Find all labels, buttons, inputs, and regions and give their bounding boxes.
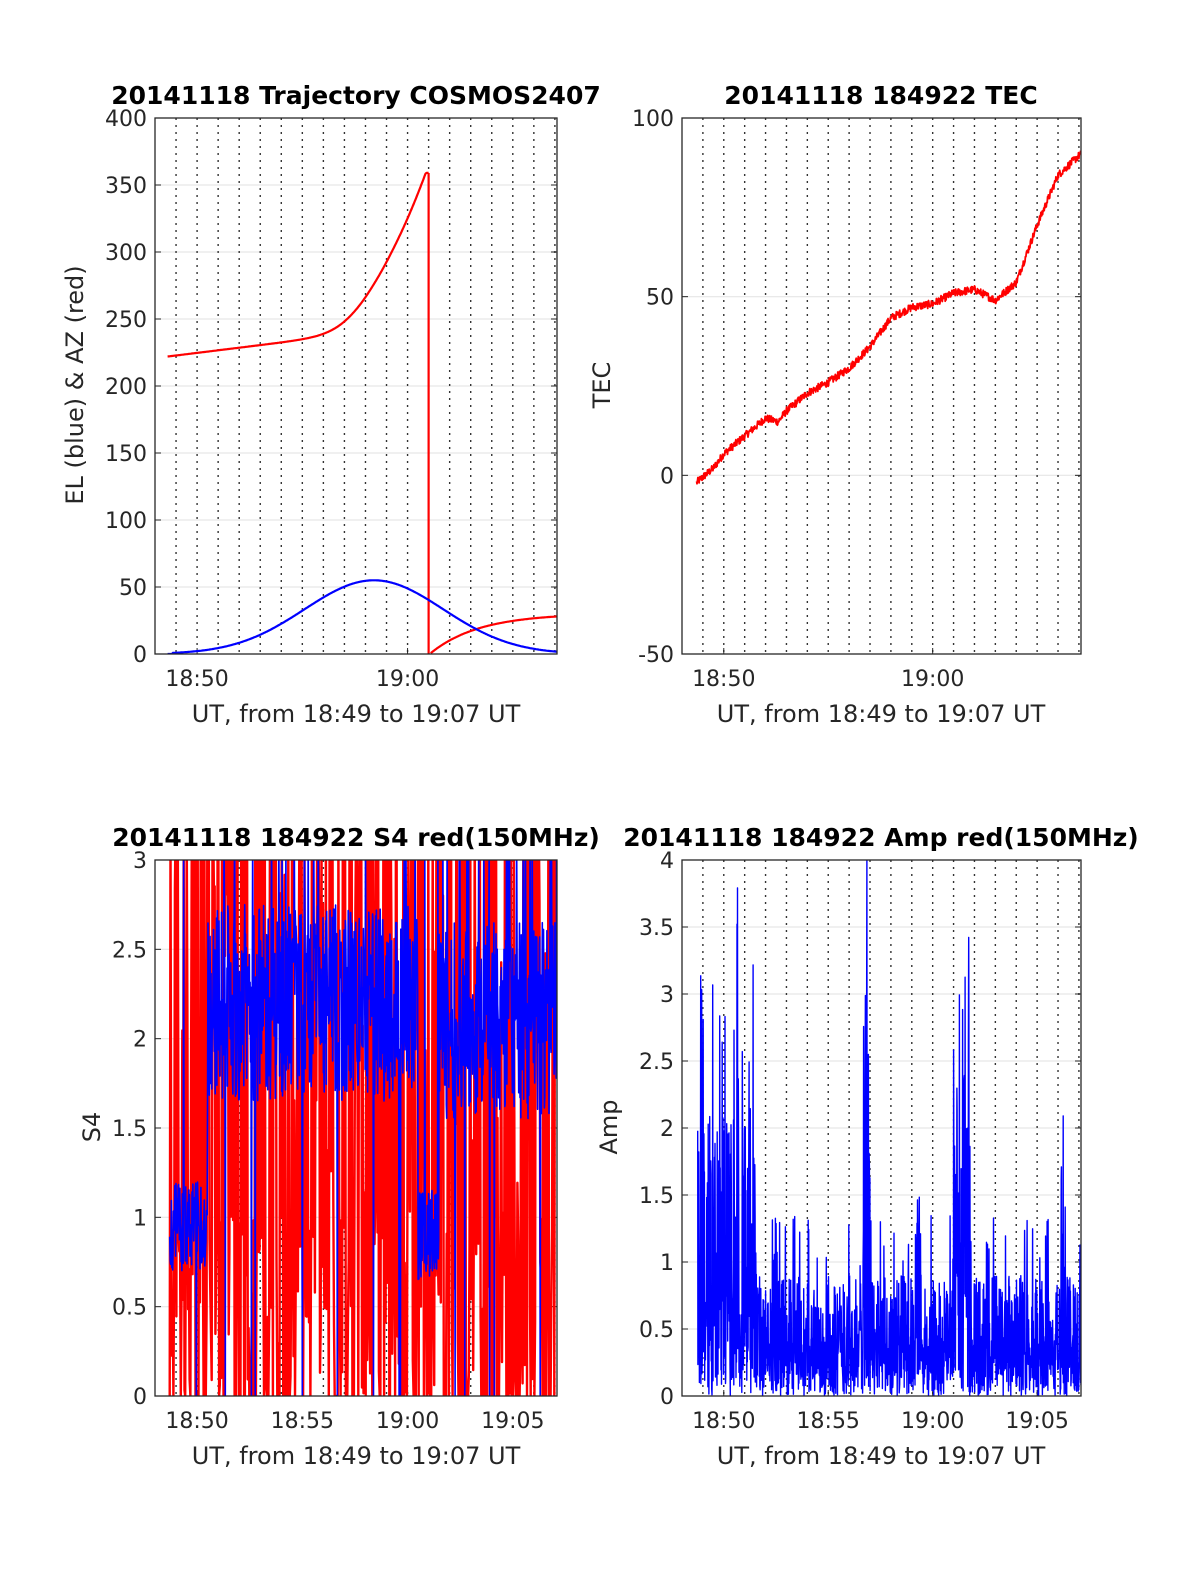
trajectory-title: 20141118 Trajectory COSMOS2407 [111, 81, 601, 110]
trajectory-ytick-label: 250 [105, 308, 147, 333]
tec-panel: 20141118 184922 TEC TEC UT, from 18:49 t… [588, 81, 1082, 728]
trajectory-panel: 20141118 Trajectory COSMOS2407 EL (blue)… [61, 81, 601, 728]
trajectory-ytick-label: 200 [105, 375, 147, 400]
amp-panel: 20141118 184922 Amp red(150MHz) Amp UT, … [595, 823, 1139, 1470]
amp-ytick-label: 1 [660, 1251, 674, 1276]
trajectory-xtick-label: 19:00 [376, 667, 439, 692]
tec-xtick-label: 18:50 [692, 667, 755, 692]
tec-ytick-label: 0 [660, 464, 674, 489]
trajectory-axes-frame [154, 117, 558, 655]
tec-ytick-label: 100 [632, 107, 674, 132]
s4-ytick-label: 1.5 [112, 1117, 147, 1142]
amp-xtick-label: 18:50 [692, 1409, 755, 1434]
amp-line [697, 860, 1081, 1396]
s4-xtick-label: 18:55 [271, 1409, 334, 1434]
s4-title: 20141118 184922 S4 red(150MHz) [112, 823, 600, 852]
s4-ytick-label: 0 [133, 1385, 147, 1410]
amp-ytick-label: 1.5 [639, 1184, 674, 1209]
amp-xtick-label: 19:00 [901, 1409, 964, 1434]
amp-title: 20141118 184922 Amp red(150MHz) [623, 823, 1139, 852]
trajectory-series-group [167, 171, 557, 654]
s4-ytick-label: 2 [133, 1028, 147, 1053]
tec-title: 20141118 184922 TEC [724, 81, 1037, 110]
trajectory-ytick-label: 50 [119, 576, 147, 601]
tec-line [695, 150, 1081, 485]
trajectory-ylabel: EL (blue) & AZ (red) [61, 265, 89, 504]
amp-ytick-label: 2.5 [639, 1050, 674, 1075]
amp-ytick-label: 0.5 [639, 1318, 674, 1343]
tec-plot-area [682, 118, 1081, 654]
s4-xtick-label: 18:50 [165, 1409, 228, 1434]
amp-xtick-label: 19:05 [1005, 1409, 1068, 1434]
s4-xtick-label: 19:05 [481, 1409, 544, 1434]
amp-ytick-label: 3 [660, 983, 674, 1008]
azimuth-line-after-wrap [430, 615, 557, 654]
trajectory-ytick-label: 400 [105, 107, 147, 132]
s4-xtick-label: 19:00 [376, 1409, 439, 1434]
trajectory-xtick-label: 18:50 [165, 667, 228, 692]
tec-ylabel: TEC [588, 362, 616, 410]
elevation-line [167, 579, 557, 654]
amp-ytick-label: 2 [660, 1117, 674, 1142]
amp-series-group [697, 860, 1081, 1396]
trajectory-xlabel: UT, from 18:49 to 19:07 UT [192, 700, 521, 728]
s4-ytick-label: 0.5 [112, 1296, 147, 1321]
s4-red-line [168, 860, 557, 1396]
tec-xlabel: UT, from 18:49 to 19:07 UT [717, 700, 1046, 728]
s4-axes-frame [154, 859, 558, 1397]
s4-series-group [168, 860, 557, 1396]
tec-axes-frame [681, 117, 1082, 655]
amp-ytick-label: 4 [660, 849, 674, 874]
trajectory-ytick-label: 350 [105, 174, 147, 199]
trajectory-ytick-label: 100 [105, 509, 147, 534]
amp-axes-frame [681, 859, 1082, 1397]
s4-blue-line [168, 860, 557, 1396]
tec-series-group [695, 150, 1081, 485]
tec-ytick-label: -50 [638, 643, 674, 668]
s4-ytick-label: 1 [133, 1206, 147, 1231]
tec-ytick-label: 50 [646, 286, 674, 311]
trajectory-ytick-label: 0 [133, 643, 147, 668]
s4-ytick-label: 3 [133, 849, 147, 874]
tec-xtick-label: 19:00 [901, 667, 964, 692]
amp-xlabel: UT, from 18:49 to 19:07 UT [717, 1442, 1046, 1470]
s4-ylabel: S4 [78, 1112, 106, 1143]
amp-ytick-label: 3.5 [639, 916, 674, 941]
amp-xtick-label: 18:55 [797, 1409, 860, 1434]
s4-panel: 20141118 184922 S4 red(150MHz) S4 UT, fr… [78, 823, 600, 1470]
amp-ylabel: Amp [595, 1099, 623, 1154]
trajectory-ytick-label: 150 [105, 442, 147, 467]
s4-xlabel: UT, from 18:49 to 19:07 UT [192, 1442, 521, 1470]
amp-ytick-label: 0 [660, 1385, 674, 1410]
azimuth-line [167, 171, 429, 358]
s4-ytick-label: 2.5 [112, 938, 147, 963]
trajectory-ytick-label: 300 [105, 241, 147, 266]
